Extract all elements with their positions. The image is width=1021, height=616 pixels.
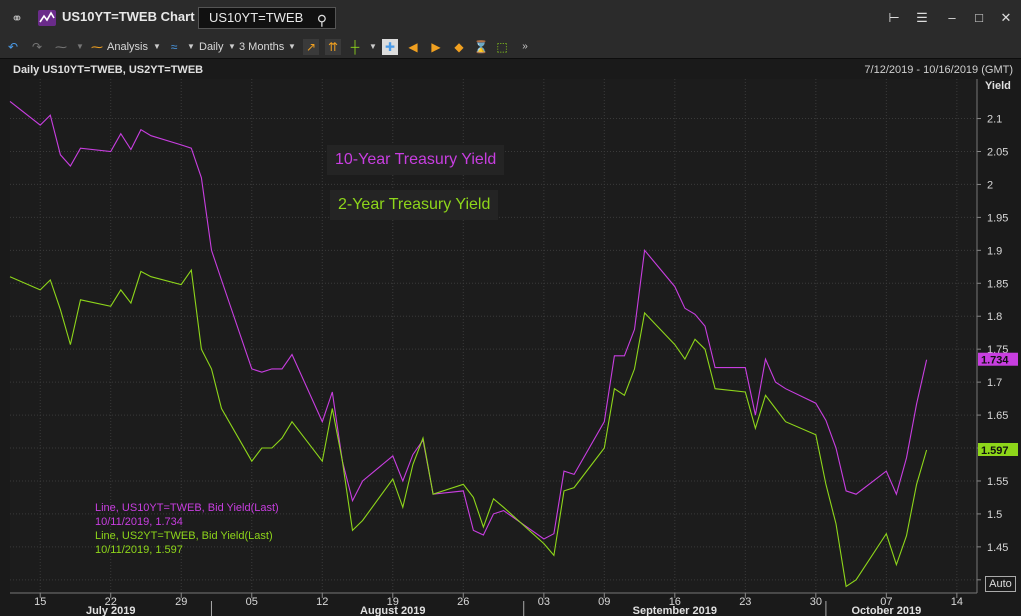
expand-vertical-icon[interactable]: ◆: [454, 40, 464, 54]
line-tool-dropdown-icon[interactable]: ▼: [76, 42, 84, 51]
chart-app-icon: [38, 10, 56, 26]
y-axis: 1.41.451.51.551.61.651.71.751.81.851.91.…: [976, 79, 1018, 593]
info-ten-year-value: 10/11/2019, 1.734: [95, 516, 183, 528]
y-tick-label: 1.5: [987, 509, 1002, 521]
share-tree-icon[interactable]: ⊢: [888, 10, 900, 25]
last-value-label: 1.597: [981, 445, 1009, 457]
x-tick-label: 05: [246, 596, 258, 608]
zoom-box-icon[interactable]: ✚: [382, 39, 398, 55]
info-two-year-value: 10/11/2019, 1.597: [95, 544, 183, 556]
x-tick-label: 23: [739, 596, 751, 608]
x-month-label: August 2019: [360, 605, 425, 616]
analysis-dropdown-icon[interactable]: ▼: [153, 42, 161, 51]
chart-title: Daily US10YT=TWEB, US2YT=TWEB: [13, 64, 204, 76]
y-tick-label: 1.95: [987, 212, 1008, 224]
y-tick-label: 1.8: [987, 311, 1002, 323]
x-tick-label: 29: [175, 596, 187, 608]
auto-scale-button[interactable]: Auto: [985, 576, 1016, 592]
window-title: US10YT=TWEB Chart: [62, 9, 195, 24]
x-tick-label: 22: [105, 596, 117, 608]
series-line-10y: [9, 100, 928, 540]
x-tick-label: 16: [669, 596, 681, 608]
last-value-badge: [978, 443, 1018, 457]
crosshair-dropdown-icon[interactable]: ▼: [369, 42, 377, 51]
x-tick-label: 19: [387, 596, 399, 608]
search-icon[interactable]: ⚲: [316, 12, 327, 28]
crosshair-icon[interactable]: ┼: [350, 40, 360, 54]
interval-select[interactable]: Daily: [199, 41, 224, 53]
x-tick-label: 03: [538, 596, 550, 608]
x-tick-label: 14: [951, 596, 963, 608]
y-tick-label: 1.7: [987, 377, 1002, 389]
menu-icon[interactable]: ☰: [916, 10, 928, 25]
studies-icon[interactable]: ≈: [170, 40, 178, 54]
x-tick-label: 15: [34, 596, 46, 608]
x-tick-label: 09: [598, 596, 610, 608]
series-line-2y: [9, 268, 928, 588]
legend-two-year: 2-Year Treasury Yield: [330, 190, 499, 220]
interval-dropdown-icon[interactable]: ▼: [228, 42, 236, 51]
y-tick-label: 2.1: [987, 114, 1002, 126]
y-tick-label: 2: [987, 179, 993, 191]
chart-app-glyph-icon: [39, 11, 55, 23]
legend-ten-year: 10-Year Treasury Yield: [327, 145, 505, 175]
x-tick-label: 30: [810, 596, 822, 608]
minimize-icon[interactable]: –: [948, 10, 956, 25]
maximize-icon[interactable]: □: [975, 10, 983, 25]
y-tick-label: 1.85: [987, 278, 1008, 290]
chart-date-range: 7/12/2019 - 10/16/2019 (GMT): [864, 64, 1013, 76]
last-value-label: 1.734: [981, 355, 1009, 367]
y-tick-label: 1.55: [987, 476, 1008, 488]
ric-input[interactable]: US10YT=TWEB ⚲: [198, 7, 336, 29]
close-icon[interactable]: ✕: [1000, 10, 1012, 25]
y-tick-label: 1.45: [987, 542, 1008, 554]
undo-icon[interactable]: ↶: [7, 40, 19, 54]
scroll-right-icon[interactable]: ▶: [431, 40, 441, 54]
y-axis-title: Yield: [985, 80, 1011, 92]
x-month-label: July 2019: [86, 605, 136, 616]
info-ten-year-series: Line, US10YT=TWEB, Bid Yield(Last): [95, 502, 279, 514]
more-tools-icon[interactable]: »: [522, 41, 528, 52]
x-tick-label: 07: [880, 596, 892, 608]
chart-toolbar: ↶ ↷ ⁓ ▼ ⁓ Analysis ▼ ≈ ▼ Daily ▼ 3 Month…: [0, 36, 1021, 59]
x-month-label: September 2019: [633, 605, 717, 616]
y-tick-label: 2.05: [987, 146, 1008, 158]
analysis-menu[interactable]: Analysis: [107, 41, 148, 53]
link-icon[interactable]: ⚭: [11, 10, 23, 26]
period-dropdown-icon[interactable]: ▼: [288, 42, 296, 51]
select-tool-icon[interactable]: ⬚: [496, 40, 508, 54]
scroll-left-icon[interactable]: ◀: [408, 40, 418, 54]
x-tick-label: 26: [457, 596, 469, 608]
ric-input-text: US10YT=TWEB: [209, 10, 304, 25]
y-tick-label: 1.9: [987, 245, 1002, 257]
x-tick-label: 12: [316, 596, 328, 608]
last-value-badge: [978, 352, 1018, 366]
redo-icon[interactable]: ↷: [31, 40, 43, 54]
compress-vertical-icon[interactable]: ⌛: [473, 40, 489, 54]
x-month-label: October 2019: [851, 605, 921, 616]
studies-dropdown-icon[interactable]: ▼: [187, 42, 195, 51]
analysis-icon[interactable]: ⁓: [91, 40, 103, 54]
window-title-bar: ⚭ US10YT=TWEB Chart US10YT=TWEB ⚲ ⊢ ☰ – …: [0, 0, 1021, 37]
series-layer: [9, 100, 928, 588]
chart-style-icon[interactable]: ↗: [303, 39, 319, 55]
period-select[interactable]: 3 Months: [239, 41, 285, 53]
y-tick-label: 1.65: [987, 410, 1008, 422]
overlay-icon[interactable]: ⇈: [325, 39, 341, 55]
x-axis: 15 22 29 05 12 19 26 03 09 16 23 30 07 14 July 2019 Aug…: [10, 592, 977, 616]
line-tool-icon[interactable]: ⁓: [55, 40, 67, 54]
info-two-year-series: Line, US2YT=TWEB, Bid Yield(Last): [95, 530, 273, 542]
